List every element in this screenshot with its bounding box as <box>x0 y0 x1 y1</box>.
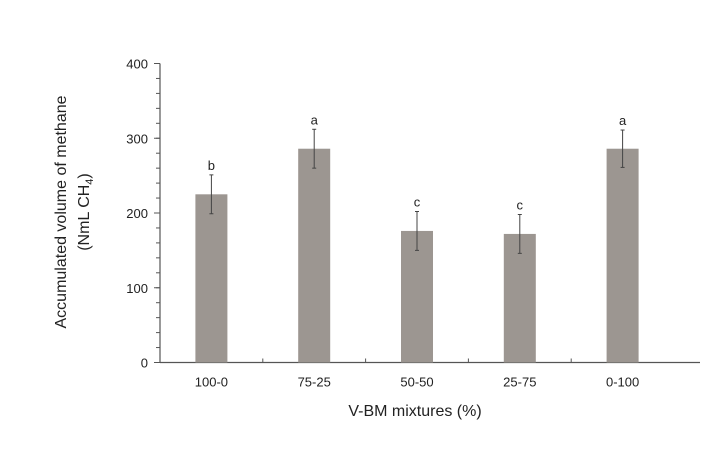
y-axis: 0 100 200 300 400 <box>126 57 161 371</box>
bar-75-25 <box>298 148 331 363</box>
significance-label: b <box>208 158 215 173</box>
significance-label: a <box>311 112 319 127</box>
significance-label: c <box>517 197 524 212</box>
y-tick-label: 0 <box>141 356 148 371</box>
x-axis-title: V-BM mixtures (%) <box>348 403 481 420</box>
x-tick-label: 25-75 <box>503 375 536 390</box>
y-tick-label: 300 <box>126 131 148 146</box>
bar-0-100 <box>606 148 639 363</box>
bar-100-0 <box>195 194 228 363</box>
x-axis: 100-0 75-25 50-50 25-75 0-100 <box>160 358 700 390</box>
y-tick-label: 100 <box>126 281 148 296</box>
y-tick-label: 200 <box>126 206 148 221</box>
x-tick-label: 50-50 <box>400 375 433 390</box>
significance-label: a <box>619 113 627 128</box>
y-tick-label: 400 <box>126 57 148 72</box>
significance-label: c <box>414 195 421 210</box>
bar-25-75 <box>503 233 536 363</box>
y-axis-title-unit: (NmL CH4) <box>76 173 96 251</box>
bars: b a c c a <box>195 112 639 363</box>
bar-50-50 <box>401 230 433 363</box>
x-tick-label: 100-0 <box>195 375 228 390</box>
x-tick-label: 75-25 <box>298 375 331 390</box>
x-tick-label: 0-100 <box>606 375 639 390</box>
y-axis-title: Accumulated volume of methane <box>53 95 70 328</box>
